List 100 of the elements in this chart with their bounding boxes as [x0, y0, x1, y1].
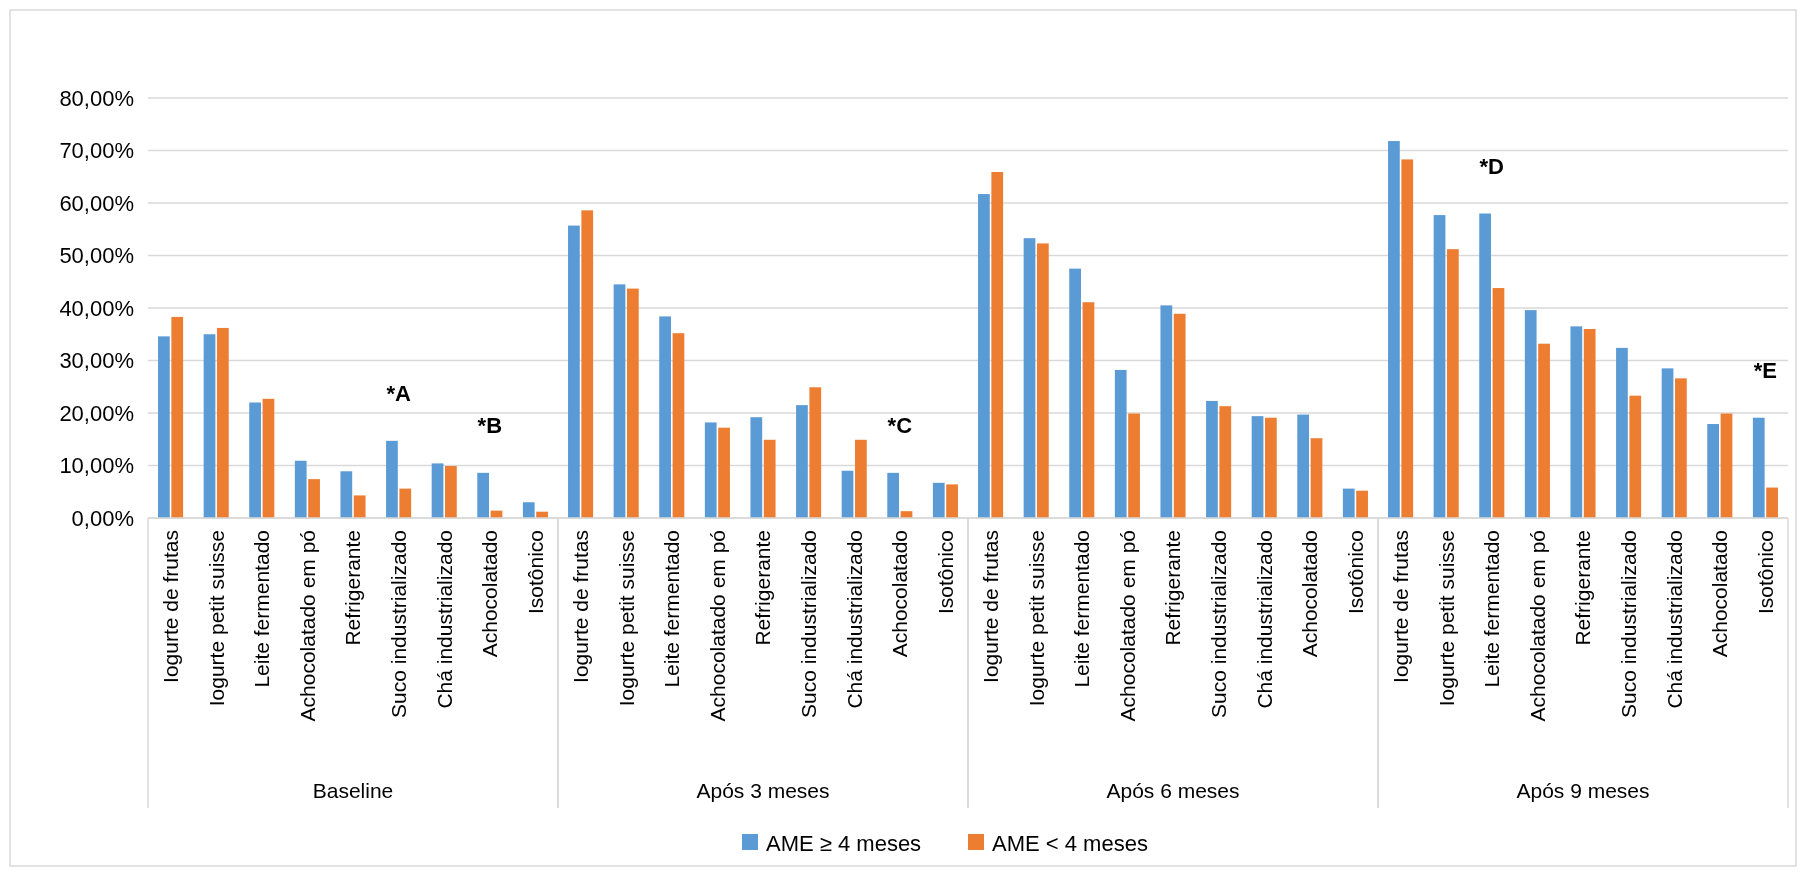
bar: [932, 482, 945, 518]
x-tick-label: Chá industrializado: [432, 530, 456, 709]
bar: [1720, 413, 1733, 518]
bar: [1752, 417, 1765, 518]
x-tick-label: Leite fermentado: [1480, 530, 1504, 688]
bar: [522, 502, 535, 518]
bar: [1401, 159, 1414, 518]
x-tick-label: Iogurte de frutas: [978, 530, 1002, 683]
bar: [262, 398, 275, 518]
y-tick-label: 0,00%: [71, 505, 134, 531]
annotation: *A: [386, 380, 411, 406]
x-tick-label: Isotônico: [933, 530, 957, 615]
legend-label: AME < 4 meses: [992, 830, 1148, 856]
bar: [946, 484, 958, 518]
bar: [1356, 490, 1368, 518]
bar: [750, 417, 763, 518]
bar: [158, 336, 170, 518]
x-tick-label: Achocolatado: [1708, 530, 1732, 658]
x-tick-label: Chá industrializado: [842, 530, 866, 709]
x-axis-title: Após 3 meses: [696, 779, 830, 802]
x-axis-title: Baseline: [312, 779, 394, 802]
bar: [203, 334, 216, 518]
x-tick-label: Chá industrializado: [1662, 530, 1686, 709]
bar: [626, 288, 639, 518]
y-tick-label: 60,00%: [59, 190, 134, 216]
bar: [581, 210, 594, 518]
bar: [1310, 438, 1323, 518]
x-tick-label: Suco industrializado: [386, 530, 410, 718]
x-tick-label: Achocolatado em pó: [1115, 530, 1139, 722]
bar: [841, 470, 854, 518]
bar: [1219, 406, 1232, 518]
bar: [1265, 417, 1277, 518]
bar: [809, 387, 822, 518]
bar: [1173, 313, 1186, 518]
bar: [216, 327, 229, 518]
x-axis-title: Após 9 meses: [1516, 779, 1650, 802]
x-tick-label: Suco industrializado: [796, 530, 820, 718]
x-tick-label: Achocolatado em pó: [295, 530, 319, 722]
bar: [718, 427, 730, 518]
bar: [1206, 400, 1218, 518]
bar: [477, 472, 490, 518]
x-tick-label: Chá industrializado: [1252, 530, 1276, 709]
annotation: *C: [887, 412, 913, 438]
bar: [978, 194, 990, 518]
bar: [1675, 378, 1687, 518]
y-tick-label: 50,00%: [59, 243, 134, 269]
annotation: *B: [477, 412, 503, 438]
bar: [1297, 414, 1310, 518]
bar: [399, 488, 412, 518]
bar: [1570, 326, 1583, 518]
x-tick-label: Isotônico: [1753, 530, 1777, 615]
bar: [1583, 329, 1596, 518]
x-tick-label: Achocolatado: [888, 530, 912, 658]
bar: [1023, 238, 1036, 518]
bar: [613, 284, 626, 518]
bar: [386, 440, 398, 518]
bar: [1446, 249, 1459, 518]
x-tick-label: Iogurte de frutas: [568, 530, 592, 683]
x-tick-label: Iogurte petit suisse: [614, 530, 638, 707]
x-tick-label: Refrigerante: [341, 530, 365, 646]
bar: [1388, 141, 1400, 518]
bar: [1766, 487, 1778, 518]
bar: [1069, 268, 1081, 518]
bar: [568, 225, 580, 518]
bar: [431, 463, 444, 518]
x-tick-label: Achocolatado: [1298, 530, 1322, 658]
x-tick-label: Refrigerante: [1571, 530, 1595, 646]
y-tick-label: 20,00%: [59, 400, 134, 426]
x-tick-label: Achocolatado: [478, 530, 502, 658]
x-tick-label: Refrigerante: [1161, 530, 1185, 646]
bar: [1479, 213, 1491, 518]
x-tick-label: Suco industrializado: [1206, 530, 1230, 718]
x-tick-label: Isotônico: [523, 530, 547, 615]
bar: [659, 316, 671, 518]
bar: [991, 172, 1004, 518]
bar: [1524, 310, 1537, 518]
bar: [1082, 302, 1095, 518]
bar: [249, 402, 261, 518]
x-tick-label: Iogurte petit suisse: [1434, 530, 1458, 707]
x-tick-label: Refrigerante: [751, 530, 775, 646]
bar: [1160, 305, 1173, 518]
x-tick-label: Leite fermentado: [1070, 530, 1094, 688]
bar: [340, 471, 353, 518]
bar: [1342, 488, 1355, 518]
bar: [855, 439, 867, 518]
bar: [1661, 368, 1674, 518]
bar: [1251, 416, 1264, 518]
annotation: *E: [1753, 357, 1778, 383]
bar: [171, 316, 184, 518]
bar: [308, 479, 320, 518]
bar: [1492, 288, 1505, 518]
x-tick-label: Iogurte de frutas: [158, 530, 182, 683]
bar: [1433, 215, 1446, 518]
x-tick-label: Achocolatado em pó: [705, 530, 729, 722]
y-tick-label: 70,00%: [59, 138, 134, 164]
y-tick-label: 10,00%: [59, 453, 134, 479]
annotation: *D: [1479, 153, 1505, 179]
y-tick-label: 30,00%: [59, 348, 134, 374]
bar: [887, 472, 900, 518]
y-tick-label: 80,00%: [59, 85, 134, 111]
